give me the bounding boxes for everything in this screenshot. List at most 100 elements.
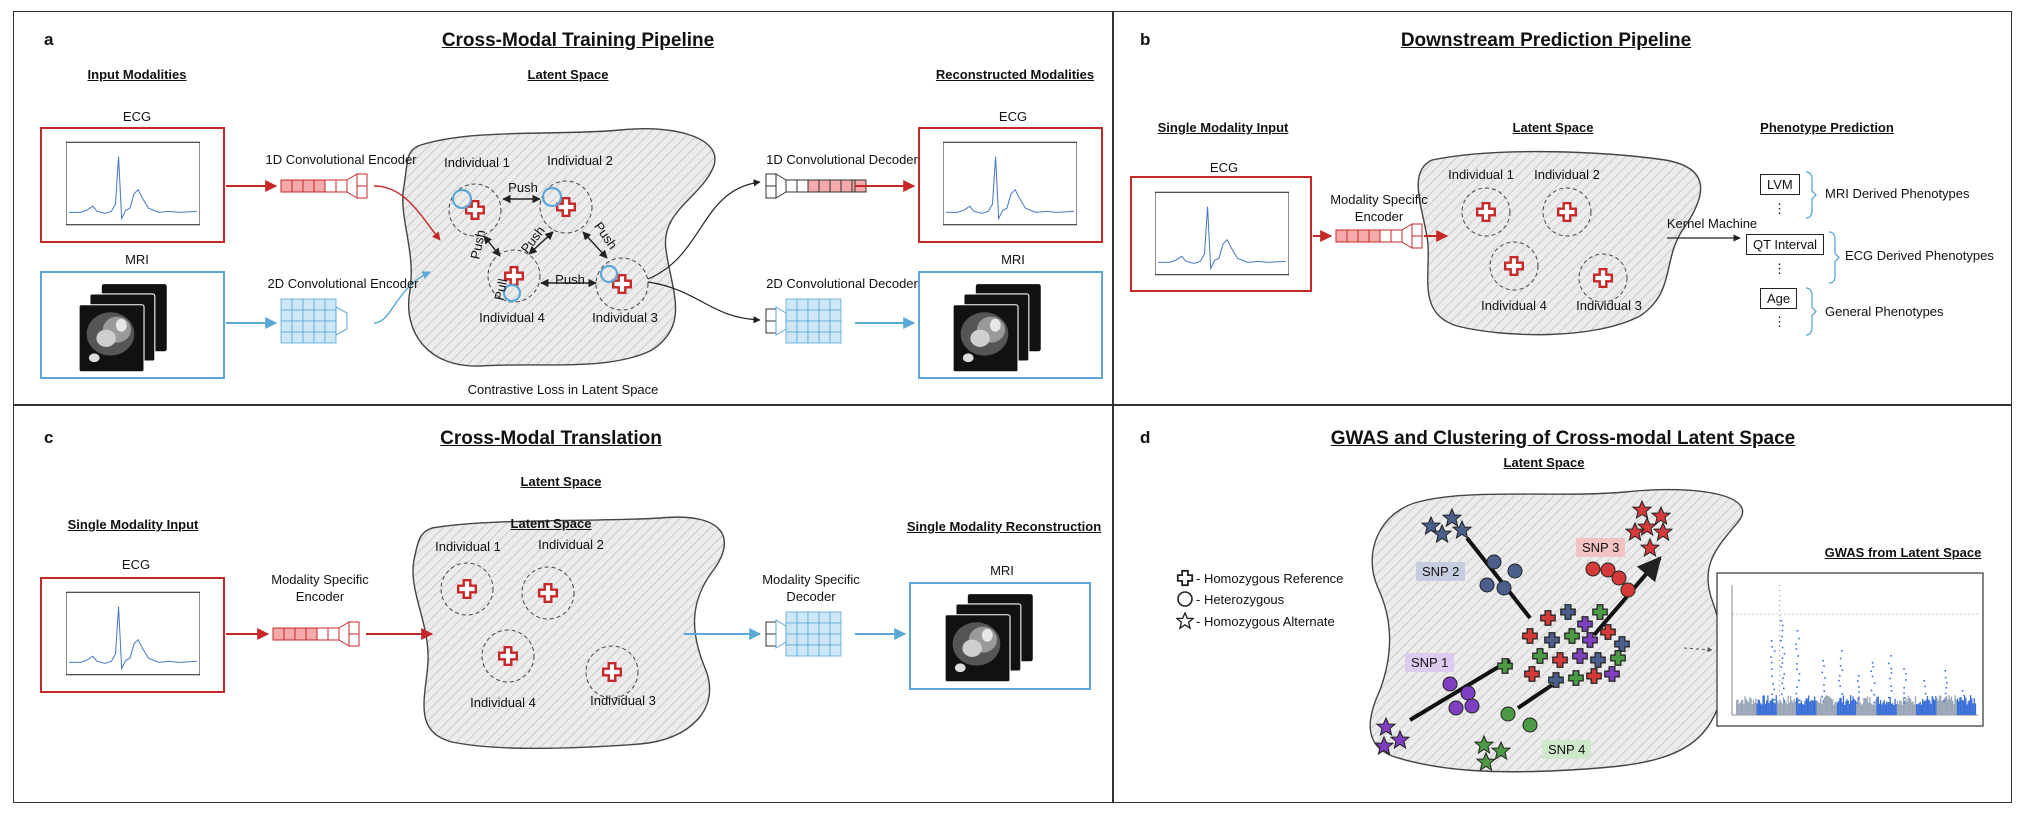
gwas-point (1839, 685, 1841, 687)
gwas-bar (1864, 698, 1866, 715)
gwas-point (1772, 683, 1774, 685)
gwas-point (1890, 667, 1893, 670)
gwas-point (1779, 665, 1781, 667)
input-modalities-heading: Input Modalities (87, 67, 187, 82)
gwas-bar (1930, 703, 1932, 715)
panel-d-title: GWAS and Clustering of Cross-modal Laten… (1330, 428, 1796, 449)
gwas-bar (1751, 704, 1753, 715)
gwas-point (1943, 700, 1946, 702)
encoder-2d-a-cell (280, 331, 293, 344)
encoder-2d-a-cell (313, 298, 326, 311)
gwas-point (1924, 692, 1927, 695)
encoder-1d-a-cell (313, 179, 326, 193)
snp3-circle (1585, 561, 1601, 577)
decoder-2d-a-cell (796, 298, 809, 311)
gwas-bar (1872, 704, 1875, 715)
gwas-bar (1810, 700, 1812, 715)
decoder-2d-a-cell (807, 331, 820, 344)
gwas-point (1890, 655, 1892, 657)
encoder-2d-a-cell (313, 320, 326, 333)
decoder-c-cell (829, 622, 842, 635)
panel-b-letter: b (1140, 30, 1151, 49)
decoder-label-c-1: Modality Specific (762, 572, 860, 587)
ecg-plot-input-a (66, 141, 200, 226)
gwas-point (1870, 689, 1873, 692)
decoder-c-cell (818, 611, 831, 624)
gwas-point (1779, 700, 1781, 702)
gwas-bar (1961, 699, 1963, 715)
gwas-bar (1860, 704, 1863, 715)
gwas-point (1779, 625, 1781, 627)
gwas-bar (1865, 698, 1867, 715)
gwas-bar (1971, 698, 1973, 715)
decoder-2d-a-neck (775, 306, 787, 336)
gwas-point (1888, 696, 1890, 699)
encoder-2d-a-cell (291, 320, 304, 333)
decoder-c-cell (829, 633, 842, 646)
gwas-point (1780, 693, 1783, 696)
arrow-encoder-1d-to-latent (373, 185, 441, 241)
snp2-circle (1479, 577, 1495, 593)
gwas-point (1770, 640, 1773, 642)
decoder-2d-a-cell (829, 331, 842, 344)
encoder-c-cell (305, 627, 318, 641)
gwas-point (1796, 630, 1799, 632)
mri-stack-output-a (952, 283, 1042, 373)
gwas-bar (1824, 696, 1827, 715)
bracket-ecg-derived (1828, 231, 1840, 284)
encoder-b-cell (1357, 229, 1370, 243)
gwas-bar (1892, 703, 1894, 715)
push-arrow-1-4 (483, 235, 501, 257)
gwas-point (1779, 630, 1781, 632)
encoder-c-cell (294, 627, 307, 641)
gwas-point (1823, 690, 1826, 692)
individual-2-c-circle (521, 566, 575, 620)
gwas-point (1944, 676, 1947, 679)
gwas-point (1781, 629, 1784, 632)
encoder-b-cell (1390, 229, 1403, 243)
encoder-2d-a-cell (302, 309, 315, 322)
gwas-bar (1853, 699, 1855, 715)
encoder-2d-a-cell (324, 331, 337, 344)
decoder-c-cell (807, 644, 820, 657)
individual-1-c-circle (440, 562, 494, 616)
gwas-bar (1954, 695, 1956, 715)
gwas-bar (1893, 704, 1895, 715)
gwas-point (1771, 646, 1773, 648)
gwas-bar (1911, 702, 1913, 715)
gwas-point (1770, 656, 1772, 658)
decoder-1d-a-neck (775, 173, 787, 199)
decoder-2d-a-cell (796, 309, 809, 322)
gwas-point (1839, 703, 1842, 706)
gwas-point (1944, 670, 1947, 672)
gwas-point (1779, 685, 1781, 687)
latent-space-heading-b: Latent Space (1512, 120, 1594, 135)
decoder-c-cell (796, 644, 809, 657)
gwas-bar (1821, 703, 1823, 715)
snp1-circle (1442, 676, 1458, 692)
mri-derived-phenotypes-label: MRI Derived Phenotypes (1825, 186, 1970, 201)
gwas-point (1779, 600, 1781, 602)
push-label-1: Push (508, 180, 538, 195)
gwas-bar (1833, 704, 1835, 715)
individual-3-label-b: Individual 3 (1576, 298, 1642, 313)
legend-cross-icon (1176, 569, 1194, 587)
gwas-bar (1947, 699, 1949, 715)
gwas-point (1960, 701, 1963, 704)
gwas-bar (1970, 695, 1972, 715)
gwas-point (1821, 695, 1823, 698)
gwas-point (1779, 585, 1781, 587)
gwas-bar (1959, 697, 1961, 715)
gwas-bar (1736, 700, 1738, 715)
panel-b-title: Downstream Prediction Pipeline (1400, 30, 1692, 51)
gwas-bar (1881, 704, 1883, 715)
snp2-line (1465, 536, 1532, 620)
decoder-1d-a-cell (829, 179, 842, 193)
gwas-point (1903, 702, 1906, 704)
gwas-bar (1738, 703, 1740, 715)
gwas-point (1781, 657, 1784, 660)
gwas-bar (1803, 704, 1805, 715)
gwas-bar (1918, 703, 1920, 715)
gwas-bar (1857, 697, 1859, 715)
